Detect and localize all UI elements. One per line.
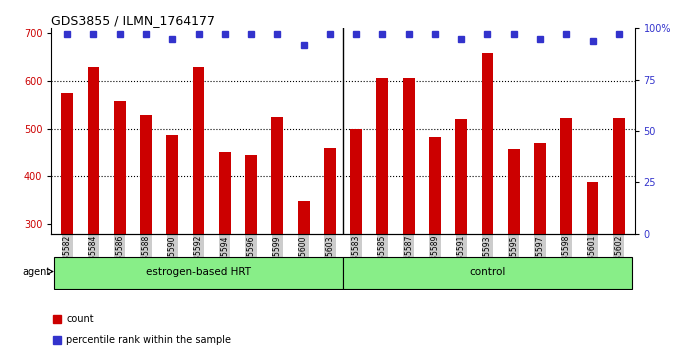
Bar — [351, 129, 362, 234]
Text: estrogen-based HRT: estrogen-based HRT — [146, 267, 251, 276]
Bar — [272, 117, 283, 234]
Bar — [429, 137, 441, 234]
Text: control: control — [469, 267, 506, 276]
Bar — [534, 143, 546, 234]
Bar — [613, 118, 625, 234]
Text: percentile rank within the sample: percentile rank within the sample — [66, 335, 231, 345]
Bar — [114, 101, 126, 234]
Bar — [140, 115, 152, 234]
Text: agent: agent — [23, 267, 51, 276]
Bar — [219, 153, 230, 234]
Bar — [508, 149, 519, 234]
Bar — [61, 93, 73, 234]
Bar — [587, 182, 598, 234]
Bar — [298, 201, 309, 234]
Bar — [403, 78, 414, 234]
Bar — [193, 67, 204, 234]
Text: count: count — [66, 314, 94, 324]
Bar — [343, 257, 632, 289]
Bar — [54, 257, 343, 289]
Bar — [377, 79, 388, 234]
Bar — [560, 118, 572, 234]
Bar — [482, 53, 493, 234]
Bar — [88, 68, 99, 234]
Bar — [456, 119, 467, 234]
Bar — [167, 135, 178, 234]
Bar — [245, 155, 257, 234]
Text: GDS3855 / ILMN_1764177: GDS3855 / ILMN_1764177 — [51, 14, 215, 27]
Bar — [324, 148, 335, 234]
